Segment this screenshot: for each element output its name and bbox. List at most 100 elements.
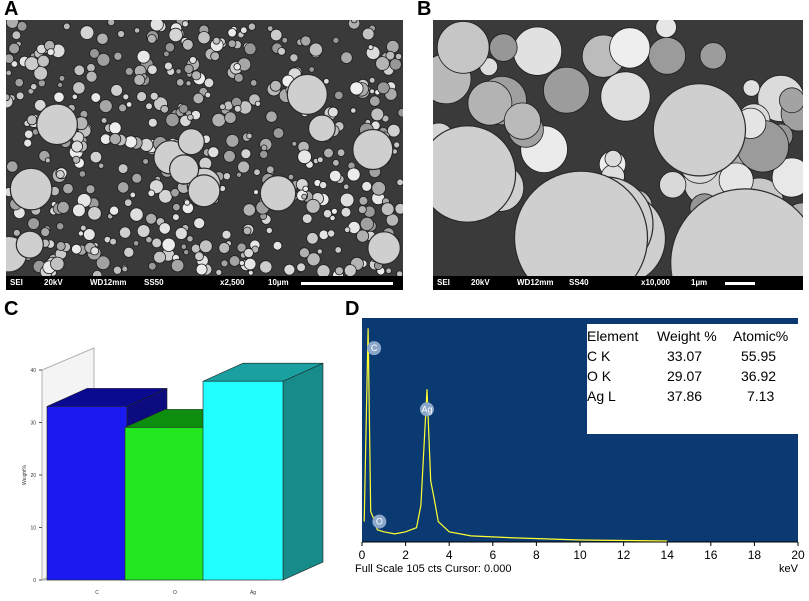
particle — [6, 53, 15, 64]
particle — [397, 108, 403, 118]
x-tick-label: 14 — [661, 548, 675, 562]
particle — [53, 91, 65, 103]
particle — [357, 205, 367, 215]
particle — [306, 252, 321, 267]
sem-image-a: SEI 20kV WD12mm SS50 x2,500 10µm — [6, 20, 403, 290]
particle — [227, 39, 237, 49]
particle — [142, 158, 149, 165]
particle — [168, 27, 183, 43]
particle — [233, 104, 242, 113]
particle — [318, 229, 330, 241]
sem-a-voltage: 20kV — [44, 278, 63, 287]
particle — [121, 265, 129, 273]
particle — [339, 192, 355, 208]
y-tick-label: 30 — [30, 421, 36, 427]
sem-b-detector: SEI — [437, 278, 450, 287]
particle — [246, 132, 253, 140]
particle — [336, 148, 346, 157]
panel-label-b: B — [417, 0, 432, 20]
particle — [71, 243, 82, 255]
eds-row-weight: 29.07 — [667, 368, 703, 384]
large-particle — [9, 167, 53, 211]
particle — [609, 27, 651, 69]
particle — [170, 258, 185, 273]
particle — [394, 203, 403, 215]
particle — [316, 264, 331, 276]
particle — [254, 100, 261, 107]
particle — [223, 150, 236, 163]
particle — [396, 270, 403, 276]
particle — [72, 81, 86, 95]
x-tick-label: Ag — [250, 590, 256, 596]
particle — [265, 226, 273, 234]
particle — [305, 198, 321, 214]
particle — [133, 74, 146, 86]
particle — [329, 169, 342, 183]
particle — [83, 228, 96, 241]
particle — [98, 162, 105, 169]
eds-row-atomic: 7.13 — [747, 388, 775, 404]
particle — [235, 171, 242, 178]
particle — [160, 104, 169, 114]
particle — [260, 144, 268, 152]
particle — [316, 156, 324, 164]
x-tick-label: 18 — [748, 548, 762, 562]
particle — [183, 199, 191, 206]
particle — [24, 56, 40, 71]
particle — [323, 147, 334, 159]
particle — [371, 181, 387, 196]
particle — [62, 22, 71, 31]
particle — [272, 240, 283, 251]
particle — [207, 146, 220, 159]
particle — [194, 251, 204, 262]
particle — [149, 20, 164, 32]
particle — [265, 110, 278, 123]
particle — [113, 51, 123, 61]
spectrum-footer: Full Scale 105 cts Cursor: 0.000 — [355, 563, 512, 575]
particle — [350, 107, 357, 114]
sem-b-scale-label: 1µm — [691, 278, 708, 287]
particle — [24, 129, 34, 140]
particle — [195, 263, 208, 276]
sem-a-scale-bar — [301, 282, 393, 285]
particle — [172, 213, 180, 221]
particle — [10, 60, 19, 68]
particle — [186, 235, 194, 243]
y-tick-label: 20 — [30, 473, 36, 479]
particle — [12, 228, 21, 237]
particle — [107, 20, 116, 27]
particle — [23, 138, 33, 148]
large-particle — [187, 174, 221, 208]
particle — [350, 20, 358, 24]
particle — [27, 217, 40, 230]
particle — [322, 209, 333, 219]
particle — [170, 188, 180, 198]
eds-header-atomic: Atomic% — [733, 328, 789, 344]
particle — [221, 229, 232, 240]
particle — [316, 248, 323, 255]
particle — [211, 112, 226, 128]
particle — [77, 230, 84, 237]
particle — [199, 239, 213, 254]
particle — [220, 259, 229, 268]
particle — [277, 47, 286, 56]
particle — [512, 26, 563, 76]
large-particle — [352, 128, 394, 171]
particle — [308, 42, 323, 57]
particle — [96, 32, 109, 45]
particle — [73, 64, 86, 77]
particle — [172, 202, 181, 212]
particle — [62, 182, 74, 195]
particle — [164, 42, 175, 53]
particle — [112, 265, 122, 275]
peak-marker — [419, 402, 434, 417]
sem-a-detector: SEI — [10, 278, 23, 287]
particle — [327, 106, 339, 118]
particle — [236, 242, 247, 253]
particle — [204, 91, 212, 99]
particle — [188, 56, 197, 64]
eds-row-weight: 37.86 — [667, 388, 703, 404]
bar — [202, 380, 284, 581]
particle — [386, 40, 400, 54]
large-particle — [433, 125, 517, 223]
